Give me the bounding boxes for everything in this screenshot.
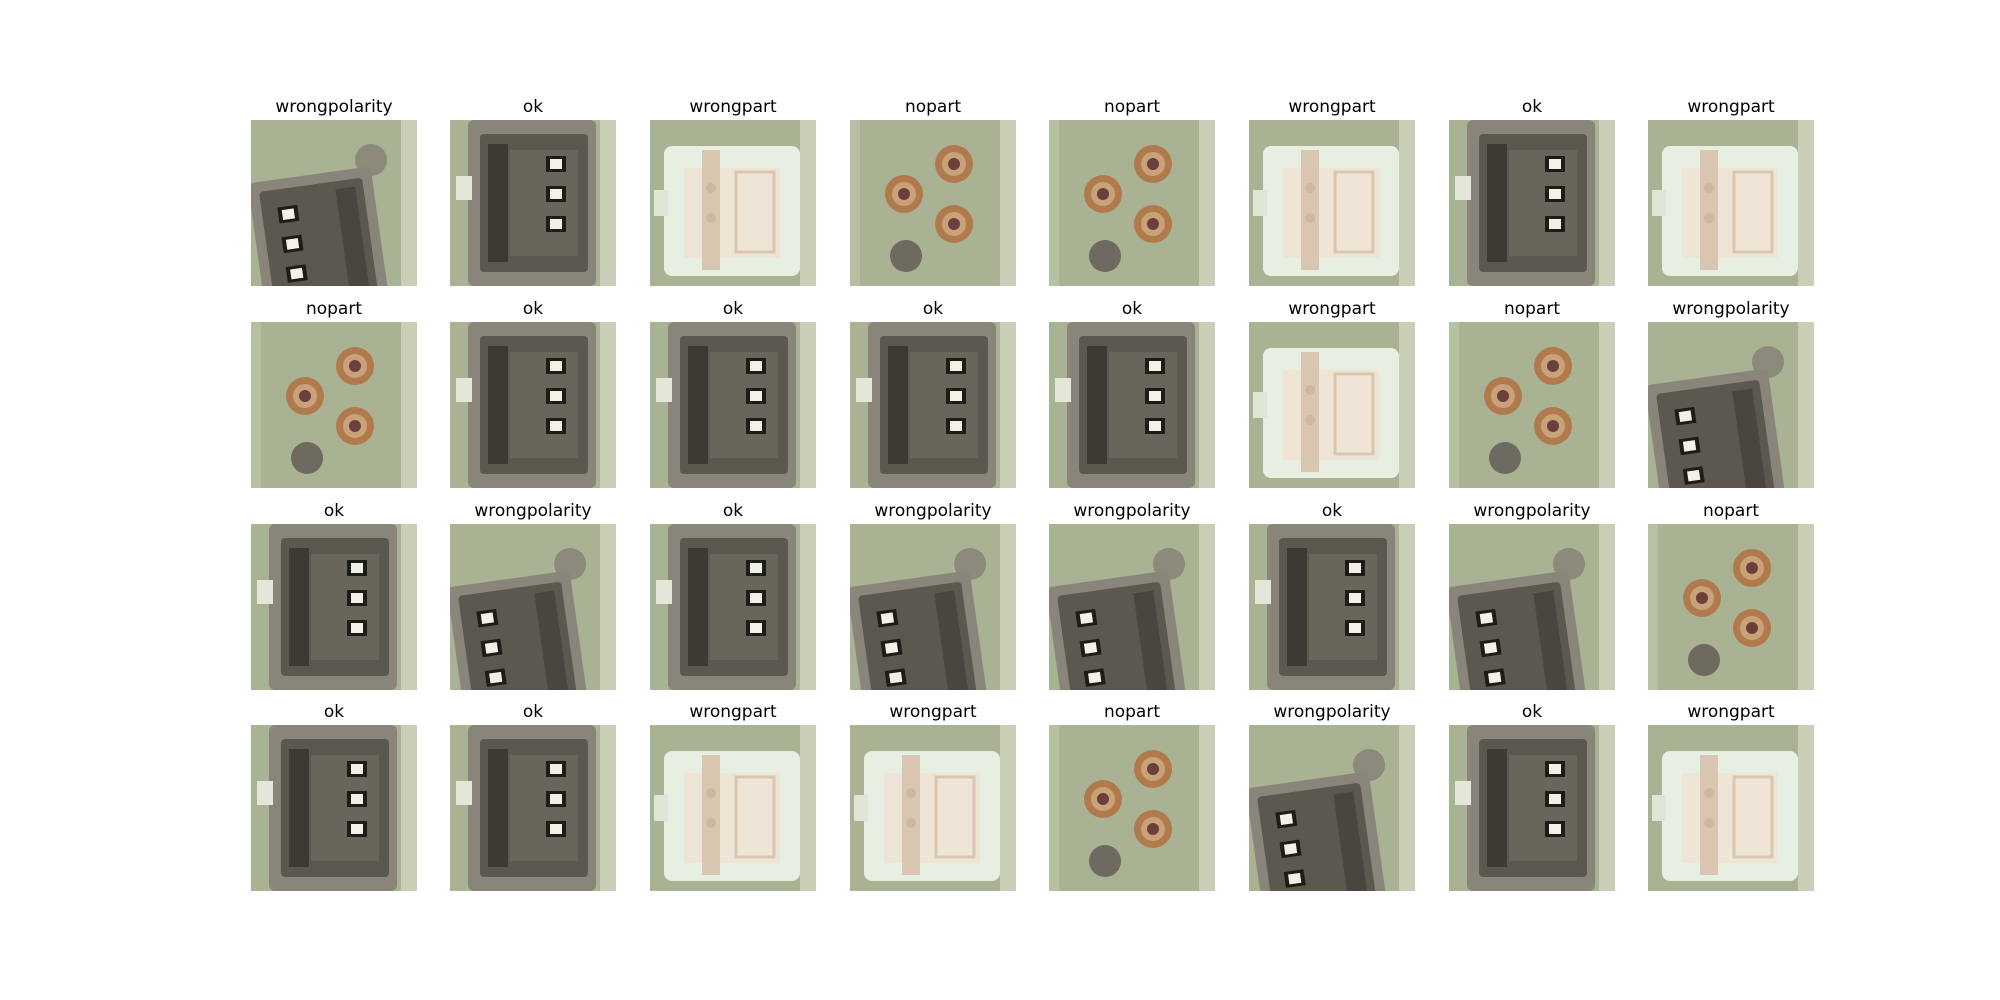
cell-label: wrongpart — [1687, 97, 1775, 117]
connector-thumbnail — [1249, 725, 1415, 891]
connector-image — [1449, 322, 1615, 488]
connector-image — [251, 524, 417, 690]
connector-thumbnail — [1449, 120, 1615, 286]
connector-image — [1049, 524, 1215, 690]
connector-thumbnail — [1049, 725, 1215, 891]
cell-label: ok — [522, 299, 544, 319]
connector-image — [450, 524, 616, 690]
cell-label: nopart — [1503, 299, 1561, 319]
connector-image — [850, 322, 1016, 488]
connector-image — [1648, 725, 1814, 891]
cell-label: wrongpolarity — [874, 501, 992, 521]
cell-label: wrongpolarity — [1073, 501, 1191, 521]
connector-thumbnail — [1249, 322, 1415, 488]
cell-label: ok — [722, 501, 744, 521]
connector-image — [1049, 120, 1215, 286]
connector-thumbnail — [1648, 120, 1814, 286]
cell-label: wrongpart — [1687, 702, 1775, 722]
connector-thumbnail — [1648, 322, 1814, 488]
connector-image — [1249, 120, 1415, 286]
connector-image — [251, 725, 417, 891]
connector-image — [650, 725, 816, 891]
connector-image — [1249, 524, 1415, 690]
cell-label: ok — [1521, 702, 1543, 722]
connector-thumbnail — [1449, 322, 1615, 488]
connector-thumbnail — [1648, 524, 1814, 690]
connector-image — [650, 524, 816, 690]
cell-label: nopart — [904, 97, 962, 117]
connector-image — [251, 120, 417, 286]
connector-thumbnail — [450, 322, 616, 488]
cell-label: nopart — [1103, 97, 1161, 117]
cell-label: wrongpolarity — [474, 501, 592, 521]
connector-thumbnail — [650, 120, 816, 286]
connector-thumbnail — [850, 120, 1016, 286]
connector-image — [850, 524, 1016, 690]
connector-thumbnail — [850, 524, 1016, 690]
connector-image — [450, 322, 616, 488]
connector-thumbnail — [450, 120, 616, 286]
connector-thumbnail — [1648, 725, 1814, 891]
connector-thumbnail — [450, 725, 616, 891]
connector-thumbnail — [1449, 524, 1615, 690]
cell-label: ok — [323, 501, 345, 521]
connector-thumbnail — [1049, 524, 1215, 690]
cell-label: wrongpart — [689, 702, 777, 722]
cell-label: wrongpolarity — [1672, 299, 1790, 319]
cell-label: wrongpart — [689, 97, 777, 117]
connector-thumbnail — [1249, 120, 1415, 286]
connector-image — [450, 120, 616, 286]
connector-thumbnail — [1049, 322, 1215, 488]
connector-image — [1249, 322, 1415, 488]
connector-thumbnail — [1049, 120, 1215, 286]
connector-image — [850, 725, 1016, 891]
connector-image — [1249, 725, 1415, 891]
connector-thumbnail — [650, 725, 816, 891]
cell-label: wrongpolarity — [275, 97, 393, 117]
connector-image — [850, 120, 1016, 286]
connector-thumbnail — [251, 524, 417, 690]
cell-label: nopart — [305, 299, 363, 319]
connector-thumbnail — [251, 725, 417, 891]
cell-label: ok — [1121, 299, 1143, 319]
connector-image — [1648, 322, 1814, 488]
connector-image — [1449, 524, 1615, 690]
connector-thumbnail — [251, 120, 417, 286]
connector-image — [1049, 322, 1215, 488]
cell-label: wrongpolarity — [1473, 501, 1591, 521]
cell-label: ok — [922, 299, 944, 319]
connector-thumbnail — [650, 524, 816, 690]
connector-image — [1449, 725, 1615, 891]
connector-image — [1648, 120, 1814, 286]
connector-thumbnail — [251, 322, 417, 488]
cell-label: ok — [1521, 97, 1543, 117]
cell-label: ok — [323, 702, 345, 722]
connector-thumbnail — [1449, 725, 1615, 891]
connector-thumbnail — [850, 322, 1016, 488]
cell-label: ok — [722, 299, 744, 319]
cell-label: nopart — [1103, 702, 1161, 722]
connector-thumbnail — [450, 524, 616, 690]
connector-thumbnail — [1249, 524, 1415, 690]
connector-image — [650, 322, 816, 488]
cell-label: nopart — [1702, 501, 1760, 521]
cell-label: wrongpart — [1288, 97, 1376, 117]
cell-label: ok — [522, 702, 544, 722]
connector-image — [1449, 120, 1615, 286]
connector-thumbnail — [650, 322, 816, 488]
connector-image — [450, 725, 616, 891]
connector-image — [1648, 524, 1814, 690]
connector-image — [1049, 725, 1215, 891]
cell-label: wrongpart — [889, 702, 977, 722]
cell-label: wrongpart — [1288, 299, 1376, 319]
connector-image — [251, 322, 417, 488]
cell-label: ok — [1321, 501, 1343, 521]
connector-image — [650, 120, 816, 286]
connector-thumbnail — [850, 725, 1016, 891]
cell-label: wrongpolarity — [1273, 702, 1391, 722]
cell-label: ok — [522, 97, 544, 117]
